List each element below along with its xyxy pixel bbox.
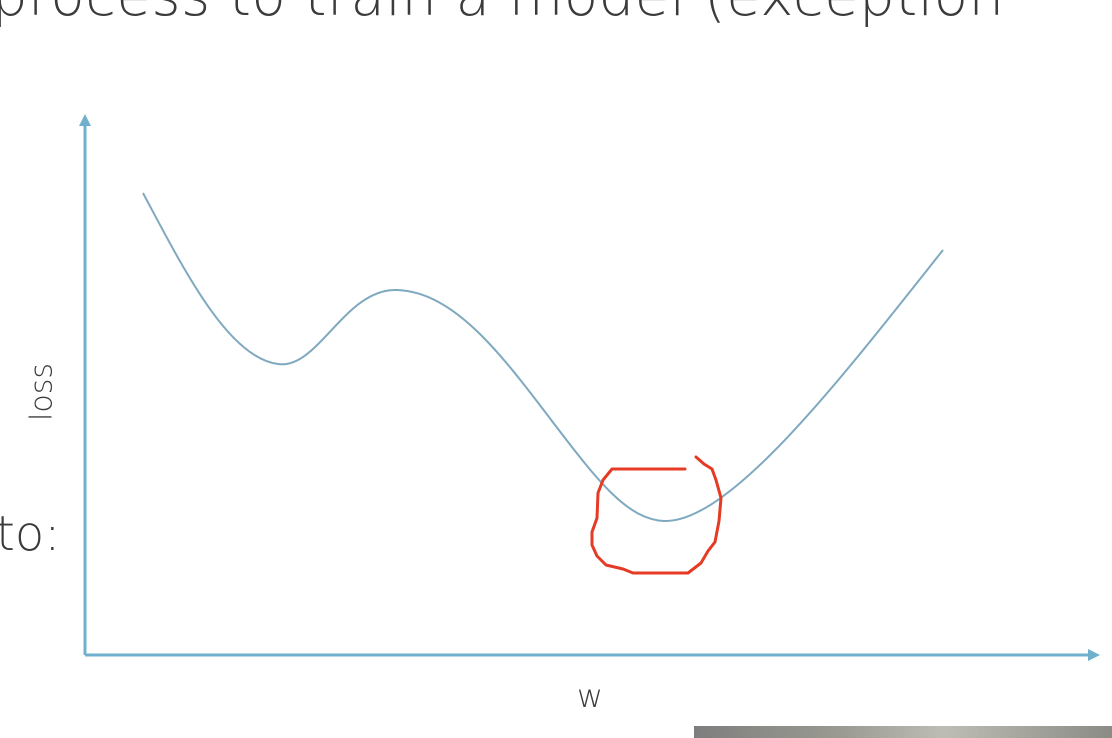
y-axis-label: loss xyxy=(24,363,60,421)
minimum-highlight-scribble xyxy=(590,455,723,575)
slide-title-fragment: process to train a model (exception xyxy=(0,0,1004,29)
left-text-fragment: to: xyxy=(0,506,61,562)
loss-curve xyxy=(142,192,944,523)
video-thumbnail-fragment xyxy=(694,726,1112,738)
x-axis-label: w xyxy=(576,677,604,715)
